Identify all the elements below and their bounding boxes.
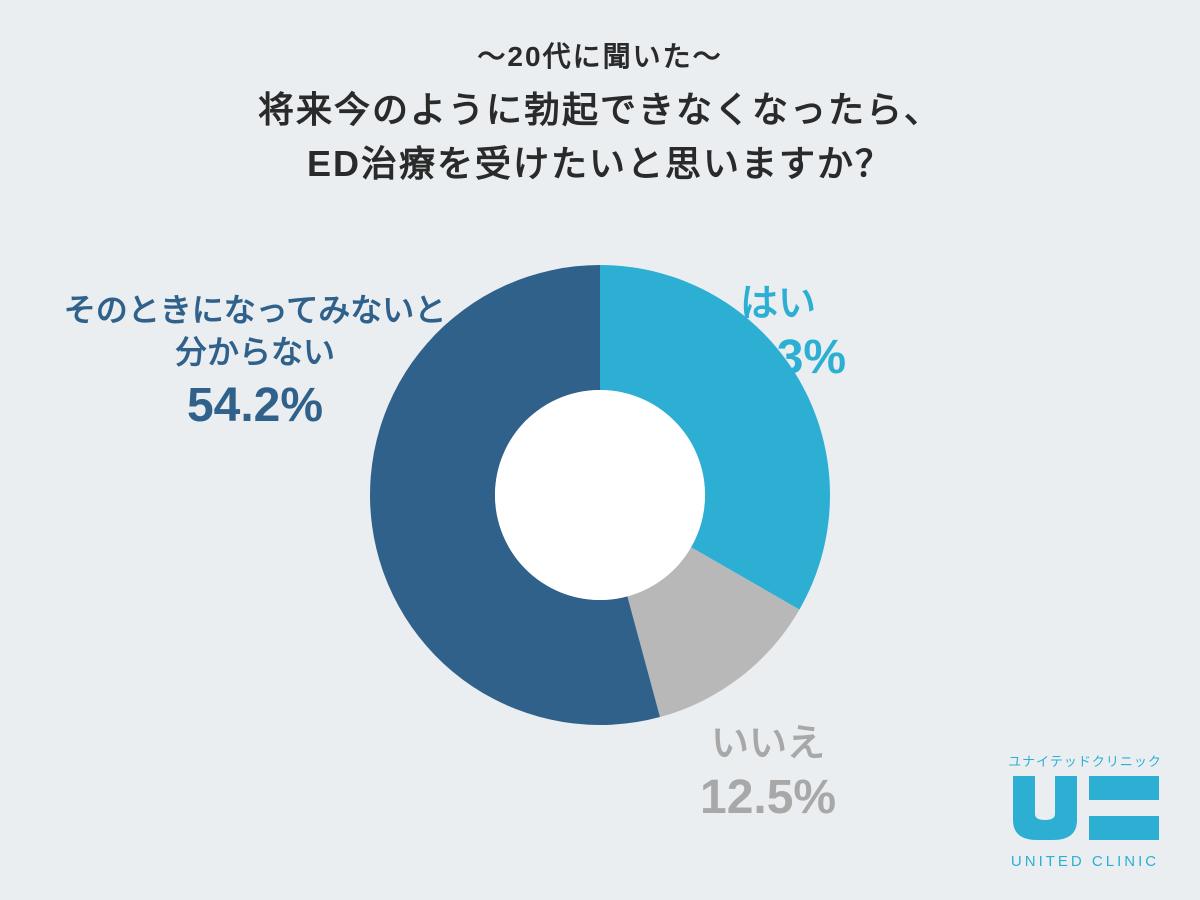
label-yes: はい 33.3% [710, 280, 846, 387]
label-yes-percent: 33.3% [710, 329, 846, 387]
subtitle: 〜20代に聞いた〜 [0, 35, 1200, 75]
label-unsure-text-1: そのときになってみないと [55, 290, 455, 332]
title-line-1: 将来今のように勃起できなくなったら、 [258, 89, 942, 130]
logo-kana: ユナイテッドクリニック [1005, 751, 1165, 770]
label-no: いいえ 12.5% [700, 720, 836, 827]
logo: ユナイテッドクリニック UNITED CLINIC [1005, 751, 1165, 870]
label-unsure-text-2: 分からない [55, 332, 455, 374]
label-yes-text: はい [710, 280, 846, 329]
title: 将来今のように勃起できなくなったら、 ED治療を受けたいと思いますか？ [0, 83, 1200, 191]
label-no-percent: 12.5% [700, 769, 836, 827]
donut-hole [495, 390, 705, 600]
logo-english: UNITED CLINIC [1005, 853, 1165, 870]
logo-icon [1005, 772, 1165, 844]
label-unsure-percent: 54.2% [55, 377, 455, 435]
title-line-2: ED治療を受けたいと思いますか？ [307, 143, 893, 184]
label-unsure: そのときになってみないと 分からない 54.2% [55, 290, 455, 435]
header: 〜20代に聞いた〜 将来今のように勃起できなくなったら、 ED治療を受けたいと思… [0, 0, 1200, 191]
label-no-text: いいえ [700, 720, 836, 769]
